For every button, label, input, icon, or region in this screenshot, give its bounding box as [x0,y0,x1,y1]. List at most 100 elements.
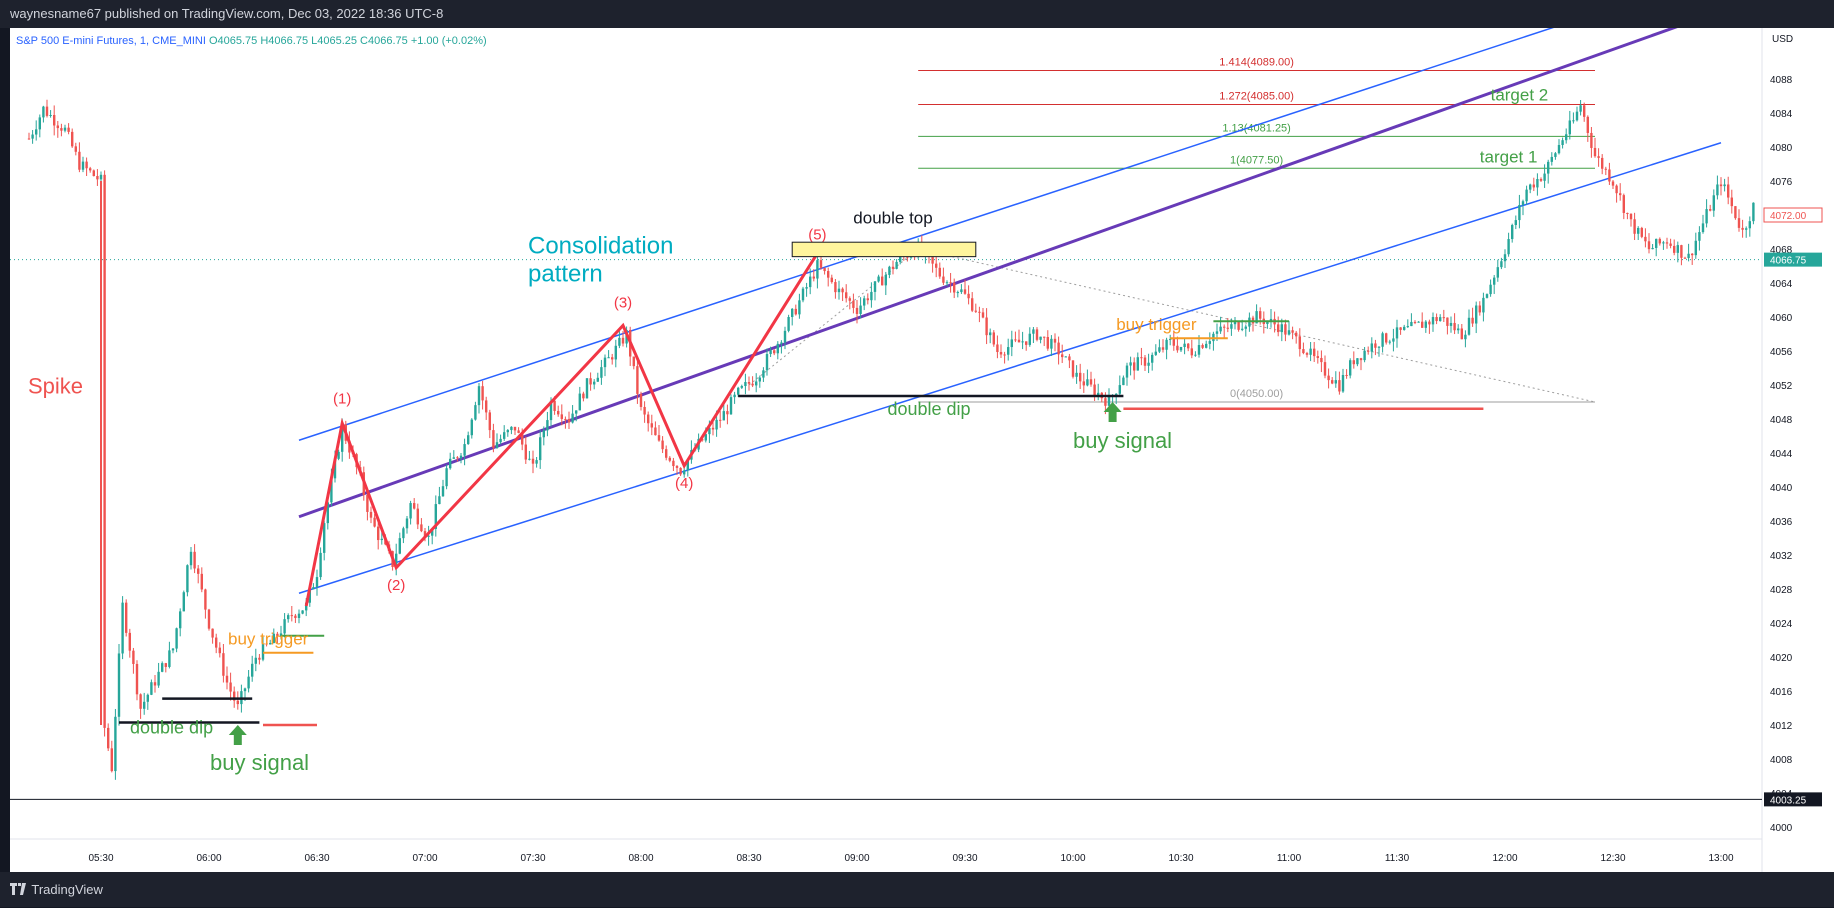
candle-body [164,663,167,667]
candle-body [189,551,193,566]
candle-body [171,648,175,651]
candle-body [1467,317,1471,335]
candle-body [1194,354,1197,356]
buy-signal-label-right: buy signal [1073,428,1172,453]
candle-body [1464,334,1467,340]
candle-body [1593,147,1597,157]
candle-body [200,573,203,590]
candle-body [1399,327,1402,330]
candle-body [542,430,545,438]
candle-body [377,526,380,541]
candle-body [1586,116,1589,133]
candle-body [474,405,477,420]
price-chart[interactable]: 4000400440084012401640204024402840324036… [10,0,1834,872]
candle-body [740,386,743,388]
candle-body [42,106,45,118]
candle-body [1572,120,1575,122]
candle-body [197,568,200,574]
candle-body [1237,321,1240,330]
candle-body [1543,173,1546,181]
candle-body [1086,379,1089,386]
candle-body [1208,341,1211,344]
candle-body [675,466,679,468]
y-tick-label: 4020 [1770,653,1793,664]
consolidation-label-2: pattern [528,260,603,287]
double-dip-label-left: double dip [130,718,213,738]
candle-body [1075,372,1078,377]
candle-body [1187,343,1190,349]
candle-body [1287,330,1291,335]
candle-body [560,414,563,419]
candle-body [618,337,621,346]
candle-body [881,276,884,286]
candle-body [1435,317,1438,322]
candle-body [1374,343,1377,348]
candle-body [769,350,772,355]
candle-body [607,357,610,359]
candle-body [290,615,293,617]
candle-body [1385,333,1388,343]
candle-body [1154,351,1157,355]
high-price-badge [1763,207,1823,223]
candle-body [830,277,833,283]
candle-body [492,430,495,448]
x-tick-label: 12:30 [1600,853,1625,864]
candle-body [305,602,308,611]
candle-body [899,253,902,262]
candle-body [582,393,585,399]
candle-body [1453,322,1456,331]
candle-body [1575,111,1579,121]
candle-body [427,535,430,537]
candle-body [1359,358,1363,361]
candle-body [45,106,49,116]
candle-body [1316,356,1319,358]
candle-body [405,518,409,529]
candle-body [1601,157,1604,169]
candle-body [1687,253,1690,259]
candle-body [485,400,488,413]
candle-body [1305,353,1309,355]
candle-body [1568,120,1571,135]
candle-body [315,577,319,588]
candle-body [413,503,416,509]
candle-body [445,468,448,487]
candle-body [719,419,722,421]
y-tick-label: 4024 [1770,619,1793,630]
candle-body [571,413,574,423]
candle-body [1068,356,1071,361]
y-tick-label: 4036 [1770,517,1793,528]
candle-body [639,393,643,407]
candle-body [517,430,520,433]
candle-body [938,267,941,277]
y-tick-label: 4048 [1770,415,1793,426]
candle-body [974,310,977,312]
chart-frame[interactable]: 4000400440084012401640204024402840324036… [10,0,1834,872]
candle-body [827,271,830,278]
x-tick-label: 08:00 [628,853,653,864]
candle-body [1449,322,1453,326]
candle-body [524,444,527,460]
candle-body [1431,317,1435,325]
candle-body [204,589,207,610]
candle-body [945,282,949,284]
x-tick-label: 07:00 [412,853,437,864]
candle-body [747,382,751,384]
candle-body [737,387,740,395]
candle-body [1590,132,1593,148]
candle-body [71,131,74,147]
candle-body [179,611,182,629]
candle-body [1503,254,1507,262]
candle-body [380,538,383,541]
candle-body [161,663,164,672]
candle-body [805,287,808,289]
candle-body [1226,327,1229,329]
candle-body [1662,242,1665,244]
candle-body [1244,326,1247,329]
candle-body [1511,225,1514,240]
candle-body [1424,321,1427,328]
candle-body [1611,181,1615,186]
candle-body [139,694,142,709]
candle-body [175,628,178,649]
candle-body [1215,331,1219,334]
candle-body [661,440,664,450]
